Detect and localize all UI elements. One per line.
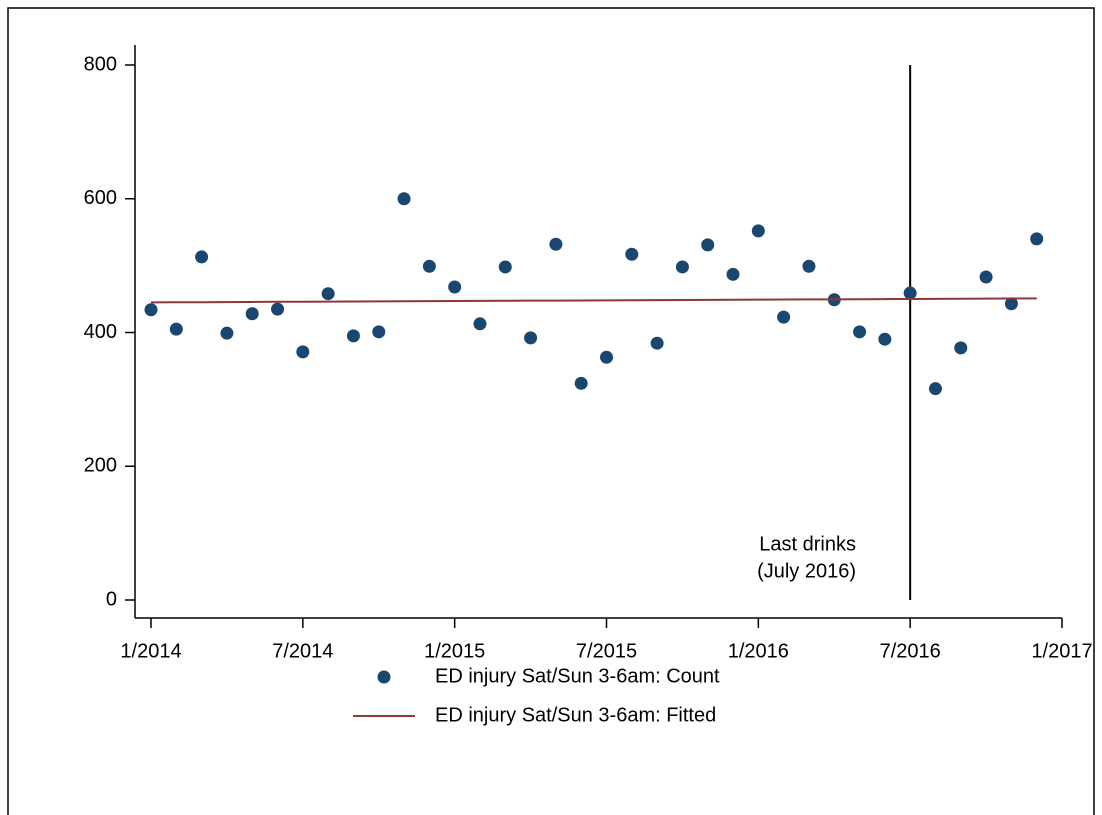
- point: [954, 341, 968, 355]
- point: [169, 322, 183, 336]
- y-tick-label: 600: [84, 187, 117, 209]
- legend-label: ED injury Sat/Sun 3-6am: Fitted: [435, 704, 716, 726]
- point: [144, 303, 158, 317]
- point: [346, 329, 360, 343]
- point: [220, 326, 234, 340]
- point: [296, 345, 310, 359]
- y-tick-label: 200: [84, 455, 117, 477]
- point: [675, 260, 689, 274]
- point: [903, 286, 917, 300]
- point: [802, 259, 816, 273]
- annotation: (July 2016): [757, 560, 856, 582]
- point: [473, 317, 487, 331]
- point: [979, 270, 993, 284]
- x-tick-label: 7/2014: [272, 640, 333, 662]
- point: [1004, 297, 1018, 311]
- point: [397, 192, 411, 206]
- point: [422, 259, 436, 273]
- x-tick-label: 1/2015: [424, 640, 485, 662]
- point: [878, 332, 892, 346]
- point: [625, 247, 639, 261]
- x-tick-label: 7/2016: [880, 640, 941, 662]
- point: [650, 336, 664, 350]
- point: [928, 382, 942, 396]
- point: [574, 376, 588, 390]
- frame: [7, 7, 1095, 815]
- point: [448, 280, 462, 294]
- point: [498, 260, 512, 274]
- y-tick-label: 400: [84, 321, 117, 343]
- point: [372, 325, 386, 339]
- legend-marker: [377, 670, 391, 684]
- point: [195, 250, 209, 264]
- x-tick-label: 1/2017: [1031, 640, 1092, 662]
- point: [777, 310, 791, 324]
- point: [271, 302, 285, 316]
- x-tick-label: 1/2016: [728, 640, 789, 662]
- x-tick-label: 1/2014: [120, 640, 181, 662]
- legend-label: ED injury Sat/Sun 3-6am: Count: [435, 665, 720, 687]
- point: [853, 325, 867, 339]
- point: [524, 331, 538, 345]
- y-tick-label: 0: [106, 588, 117, 610]
- point: [245, 307, 259, 321]
- point: [701, 238, 715, 252]
- point: [751, 224, 765, 238]
- point: [600, 350, 613, 364]
- point: [726, 267, 740, 281]
- point: [1030, 232, 1044, 246]
- fitted-line: [150, 297, 1037, 304]
- point: [321, 287, 335, 301]
- x-tick-label: 7/2015: [576, 640, 637, 662]
- point: [549, 237, 563, 251]
- y-tick-label: 800: [84, 53, 117, 75]
- annotation: Last drinks: [759, 533, 856, 555]
